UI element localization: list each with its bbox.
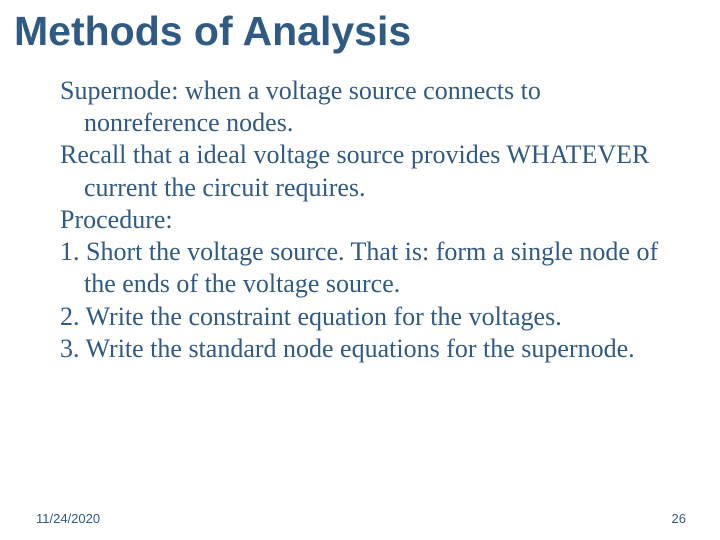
body-paragraph-5: 2. Write the constraint equation for the… [60,301,666,333]
slide: Methods of Analysis Supernode: when a vo… [0,0,720,540]
body-paragraph-3: Procedure: [60,204,666,236]
footer-date: 11/24/2020 [36,511,100,526]
slide-title: Methods of Analysis [14,8,706,55]
body-paragraph-4: 1. Short the voltage source. That is: fo… [60,236,666,300]
body-paragraph-6: 3. Write the standard node equations for… [60,333,666,365]
body-paragraph-1: Supernode: when a voltage source connect… [60,75,666,139]
footer-page-number: 26 [672,511,686,526]
slide-body: Supernode: when a voltage source connect… [14,75,706,365]
body-paragraph-2: Recall that a ideal voltage source provi… [60,139,666,203]
